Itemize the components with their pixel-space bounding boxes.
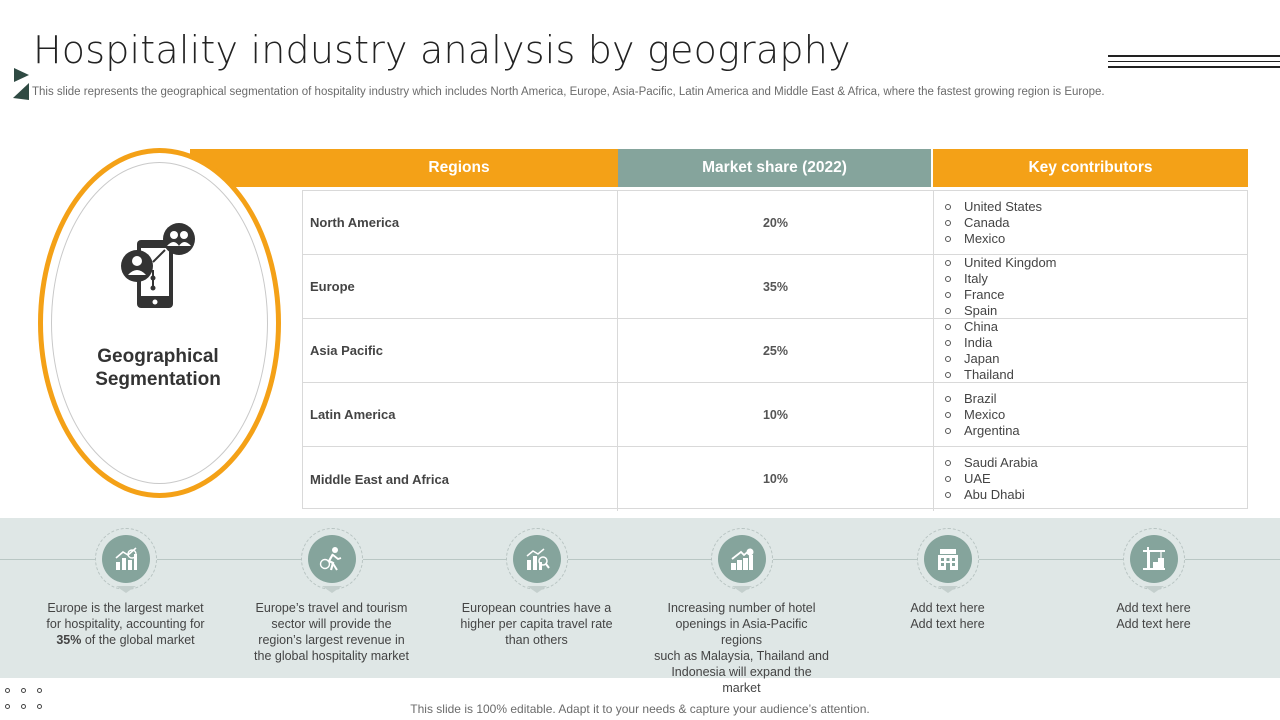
pointer [732,586,752,593]
list-item: United Kingdom [943,255,1057,271]
list-item: UAE [943,471,1038,487]
list-item: Mexico [943,407,1020,423]
pointer [527,586,547,593]
list-item: Argentina [943,423,1020,439]
bullet-icon [945,219,951,226]
share-cell: 25% [618,319,934,382]
contributors-cell: United Kingdom Italy France Spain [934,255,1247,318]
bullet-icon [945,411,951,418]
contributors-cell: United States Canada Mexico [934,191,1247,254]
feature-text: Europe’s travel and tourism sector will … [254,601,409,663]
table-row: Latin America 10% Brazil Mexico Argentin… [303,383,1247,447]
pointer [938,586,958,593]
region-cell: North America [303,191,618,254]
list-item: Japan [943,351,1014,367]
pointer [322,586,342,593]
bullet-icon [945,235,951,242]
bullet-icon [945,203,951,210]
decorative-dots [5,688,50,716]
insights-band [0,518,1280,678]
bullet-icon [945,307,951,314]
traveler-icon [308,535,356,583]
bullet-icon [945,355,951,362]
growth-chart-icon [102,535,150,583]
feature-text: Europe is the largest market for hospita… [46,601,205,647]
share-cell: 35% [618,255,934,318]
list-item: Abu Dhabi [943,487,1038,503]
bullet-icon [945,291,951,298]
hotel-building-icon [924,535,972,583]
region-cell: Europe [303,255,618,318]
list-item: Mexico [943,231,1042,247]
analytics-icon [513,535,561,583]
bullet-icon [945,395,951,402]
contributors-cell: Brazil Mexico Argentina [934,383,1247,446]
share-cell: 10% [618,447,934,511]
list-item: India [943,335,1014,351]
page-title: Hospitality industry analysis by geograp… [33,28,851,72]
bullet-icon [945,476,951,482]
header-regions: Regions [302,149,616,187]
bullet-icon [945,339,951,346]
market-table: North America 20% United States Canada M… [302,190,1248,511]
pointer [116,586,136,593]
segmentation-label: Geographical Segmentation [95,346,221,390]
feature-text: Add text here Add text here [910,601,985,631]
share-cell: 20% [618,191,934,254]
table-row: Asia Pacific 25% China India Japan Thail… [303,319,1247,383]
share-cell: 10% [618,383,934,446]
corner-arrow-icon [13,68,29,100]
bullet-icon [945,460,951,466]
table-row: Europe 35% United Kingdom Italy France S… [303,255,1247,319]
list-item: Saudi Arabia [943,455,1038,471]
footer-note: This slide is 100% editable. Adapt it to… [410,702,870,716]
bullet-icon [945,371,951,378]
feature-text: Increasing number of hotel openings in A… [654,601,829,695]
decorative-lines [1108,55,1280,71]
feature-text: European countries have a higher per cap… [460,601,613,647]
construction-crane-icon [1130,535,1178,583]
pointer [1144,586,1164,593]
bullet-icon [945,492,951,498]
bullet-icon [945,275,951,282]
list-item: Italy [943,271,1057,287]
segmentation-oval-inner [51,162,268,484]
list-item: United States [943,199,1042,215]
bullet-icon [945,427,951,434]
list-item: Brazil [943,391,1020,407]
bullet-icon [945,259,951,266]
feature-text: Add text here Add text here [1116,601,1191,631]
header-key-contributors: Key contributors [933,149,1248,187]
region-cell: Middle East and Africa [303,447,618,511]
region-cell: Latin America [303,383,618,446]
header-market-share: Market share (2022) [618,149,931,187]
table-row: Middle East and Africa 10% Saudi Arabia … [303,447,1247,511]
rising-revenue-icon [718,535,766,583]
region-cell: Asia Pacific [303,319,618,382]
list-item: Canada [943,215,1042,231]
band-line [0,559,1280,560]
mobile-network-people-icon [121,223,195,308]
list-item: Spain [943,303,1057,319]
list-item: Thailand [943,367,1014,383]
list-item: France [943,287,1057,303]
contributors-cell: Saudi Arabia UAE Abu Dhabi [934,447,1247,511]
page-subtitle: This slide represents the geographical s… [32,86,1105,98]
list-item: China [943,319,1014,335]
bullet-icon [945,323,951,330]
table-row: North America 20% United States Canada M… [303,191,1247,255]
contributors-cell: China India Japan Thailand [934,319,1247,382]
